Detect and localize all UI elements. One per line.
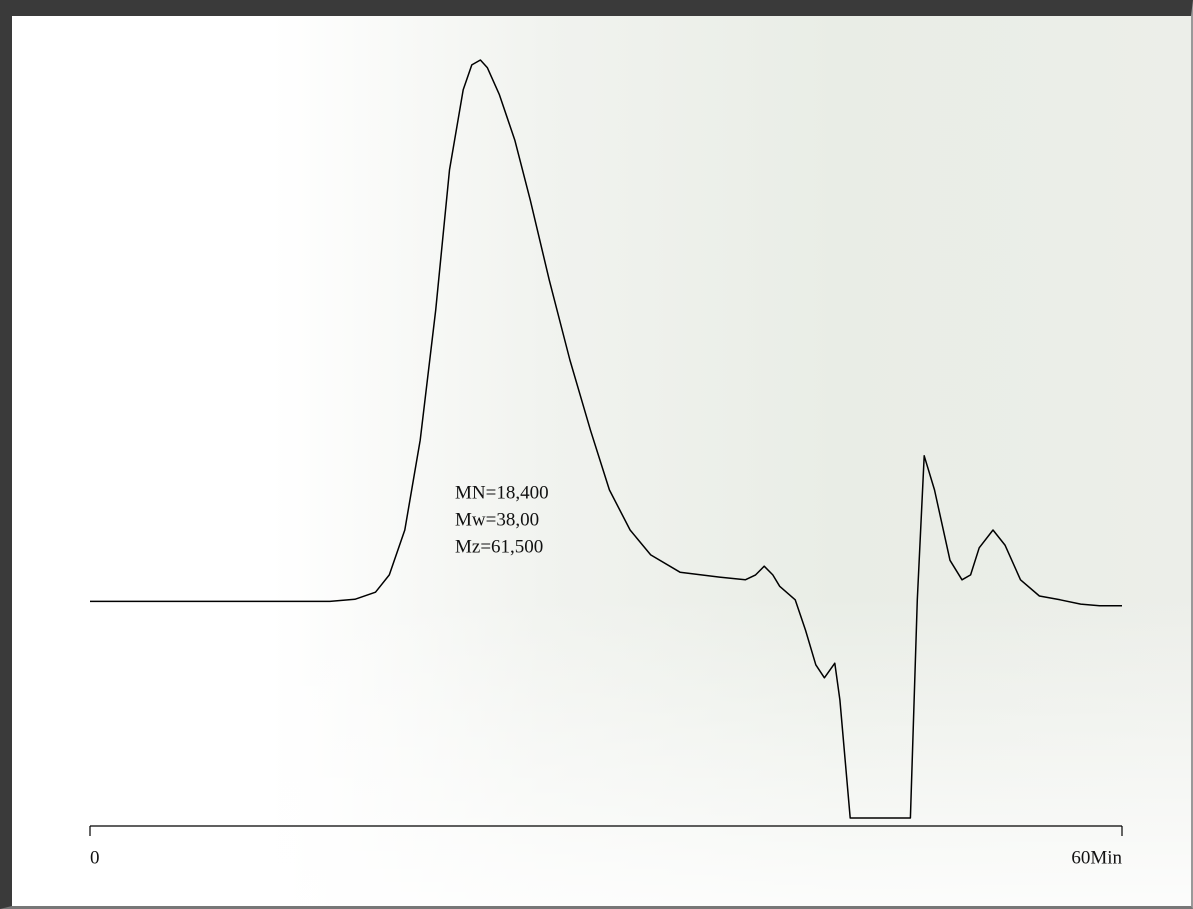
annotation: MN=18,400 [455,482,549,503]
x-tick-label: 60Min [1071,847,1122,868]
annotation: Mw=38,00 [455,509,539,530]
backdrop [12,16,1191,906]
chromatogram-line [90,59,1122,819]
x-tick-label: 0 [90,847,100,868]
annotation: Mz=61,500 [455,536,543,557]
